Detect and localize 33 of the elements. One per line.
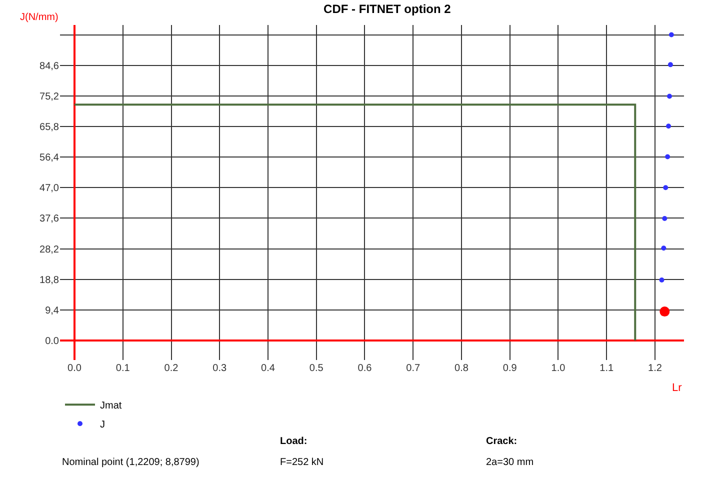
- text: 2a=30 mm: [486, 457, 534, 468]
- x-tick-label: 0.2: [164, 363, 179, 374]
- x-tick-label: 0.7: [406, 363, 421, 374]
- x-tick-label: 0.9: [502, 363, 518, 374]
- x-tick-label: 1.2: [648, 363, 662, 374]
- y-tick-label: 84,6: [40, 60, 60, 72]
- legend-label: J: [100, 420, 105, 431]
- x-tick-label: 0.5: [309, 363, 324, 374]
- x-tick-label: 0.6: [358, 363, 372, 374]
- x-tick-label: 0.8: [454, 363, 469, 374]
- x-tick-label: 0.0: [68, 363, 82, 374]
- y-axis-title: J(N/mm): [20, 12, 58, 23]
- y-tick-label: 65,8: [40, 122, 60, 133]
- legend-label: Jmat: [100, 400, 122, 412]
- y-tick-label: 75,2: [40, 91, 60, 102]
- text: Crack:: [486, 436, 518, 447]
- x-tick-label: 0.4: [261, 363, 276, 374]
- x-tick-label: 1.1: [600, 363, 614, 374]
- text: Nominal point (1,2209; 8,8799): [62, 457, 200, 468]
- x-axis-title: Lr: [672, 382, 682, 394]
- x-tick-label: 0.1: [116, 363, 130, 374]
- y-tick-label: 37,6: [40, 214, 60, 225]
- chart-title: CDF - FITNET option 2: [324, 2, 452, 16]
- y-tick-label: 47,0: [40, 183, 60, 194]
- x-tick-label: 1.0: [551, 363, 566, 374]
- x-tick-label: 0.3: [212, 363, 228, 374]
- y-tick-label: 56,4: [40, 152, 60, 164]
- text: F=252 kN: [280, 457, 324, 468]
- y-tick-label: 28,2: [40, 244, 60, 256]
- y-tick-label: 9,4: [45, 305, 60, 316]
- text: Load:: [280, 436, 308, 447]
- y-tick-label: 18,8: [40, 274, 60, 286]
- y-tick-label: 0.0: [45, 336, 60, 347]
